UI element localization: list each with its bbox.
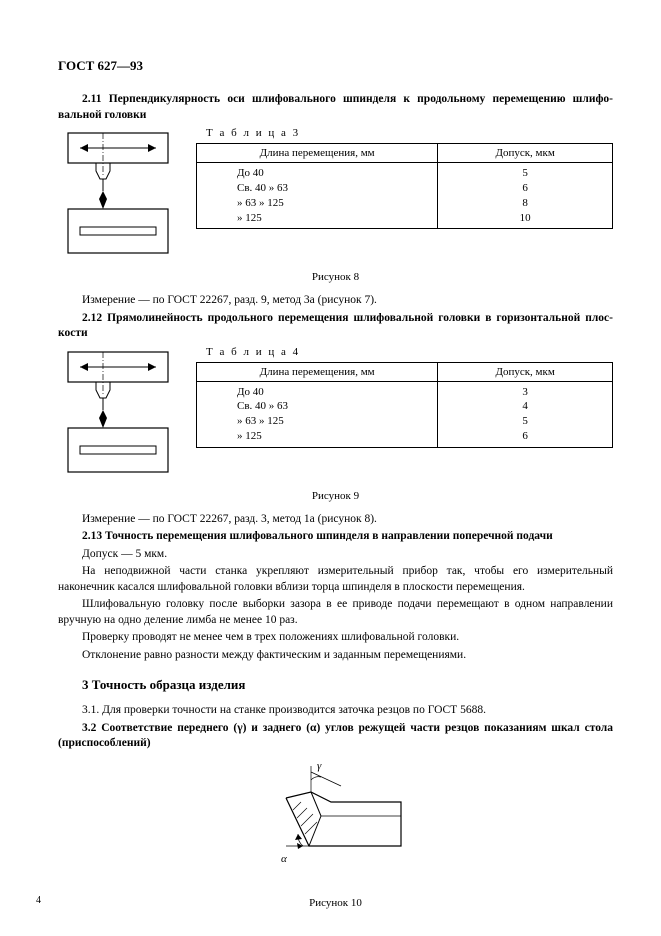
block-fig9-table4: Т а б л и ц а 4 Длина перемещения, мм До… — [58, 346, 613, 476]
cell: До 40 — [237, 166, 429, 181]
cell: » 63 » 125 — [237, 414, 429, 429]
cell: 6 — [446, 429, 604, 444]
figure-9-caption: Рисунок 9 — [58, 490, 613, 502]
section-2-11: 2.11 Перпендикулярность оси шлифовальног… — [58, 92, 613, 123]
table-row: До 40 Св. 40 » 63 » 63 » 125 » 125 3 4 5… — [197, 381, 613, 447]
section-3-1: 3.1. Для проверки точности на станке про… — [58, 703, 613, 719]
cell: Св. 40 » 63 — [237, 181, 429, 196]
cell: 8 — [446, 196, 604, 211]
table-3-col2: Допуск, мкм — [438, 144, 613, 163]
table-4-label: Т а б л и ц а 4 — [206, 346, 613, 358]
paragraph: Измерение — по ГОСТ 22267, разд. 3, мето… — [58, 512, 613, 528]
cell: 3 — [446, 385, 604, 400]
paragraph: Допуск — 5 мкм. — [58, 547, 613, 563]
figure-9-diagram — [58, 346, 178, 476]
cell: До 40 — [237, 385, 429, 400]
table-3: Длина перемещения, мм Допуск, мкм До 40 … — [196, 143, 613, 229]
section-2-13: 2.13 Точность перемещения шлифовального … — [58, 529, 613, 545]
paragraph: На неподвижной части станка укрепляют из… — [58, 564, 613, 595]
cell: 5 — [446, 166, 604, 181]
block-fig8-table3: Т а б л и ц а 3 Длина перемещения, мм До… — [58, 127, 613, 257]
figure-10-caption: Рисунок 10 — [58, 897, 613, 909]
table-row: До 40 Св. 40 » 63 » 63 » 125 » 125 5 6 8… — [197, 163, 613, 229]
svg-text:γ: γ — [317, 760, 322, 772]
document-header: ГОСТ 627—93 — [58, 58, 613, 74]
paragraph: Шлифовальную головку после выборки зазор… — [58, 597, 613, 628]
svg-text:α: α — [281, 853, 287, 865]
paragraph: Измерение — по ГОСТ 22267, разд. 9, мето… — [58, 293, 613, 309]
table-3-col1: Длина перемещения, мм — [197, 144, 438, 163]
paragraph: Отклонение равно разности между фактичес… — [58, 648, 613, 664]
section-2-12: 2.12 Прямолинейность продольного перемещ… — [58, 311, 613, 342]
table-4-col1: Длина перемещения, мм — [197, 362, 438, 381]
cell: » 125 — [237, 429, 429, 444]
table-4-col2: Допуск, мкм — [438, 362, 613, 381]
cell: 6 — [446, 181, 604, 196]
heading-section-3: 3 Точность образца изделия — [82, 677, 613, 693]
table-3-label: Т а б л и ц а 3 — [206, 127, 613, 139]
figure-8-diagram — [58, 127, 178, 257]
cell: » 63 » 125 — [237, 196, 429, 211]
page-number: 4 — [36, 895, 41, 906]
section-3-2: 3.2 Соответствие переднего (γ) и заднего… — [58, 721, 613, 752]
paragraph: Проверку проводят не менее чем в трех по… — [58, 630, 613, 646]
table-4: Длина перемещения, мм Допуск, мкм До 40 … — [196, 362, 613, 448]
cell: » 125 — [237, 211, 429, 226]
cell: 10 — [446, 211, 604, 226]
figure-10-diagram: γ α — [58, 758, 613, 883]
figure-8-caption: Рисунок 8 — [58, 271, 613, 283]
cell: Св. 40 » 63 — [237, 399, 429, 414]
cell: 4 — [446, 399, 604, 414]
cell: 5 — [446, 414, 604, 429]
